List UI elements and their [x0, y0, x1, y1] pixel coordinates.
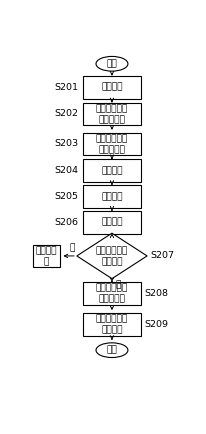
Text: S206: S206	[54, 218, 78, 227]
Text: 否: 否	[70, 243, 75, 252]
Text: 数据匹配: 数据匹配	[101, 192, 123, 201]
FancyBboxPatch shape	[83, 211, 141, 233]
Text: 绘制跑道土基
强度分布图: 绘制跑道土基 强度分布图	[96, 283, 128, 303]
Text: S208: S208	[144, 289, 168, 298]
Text: 向用户报
警: 向用户报 警	[36, 246, 57, 266]
FancyBboxPatch shape	[83, 185, 141, 208]
Text: 判断土基强度
是否安全: 判断土基强度 是否安全	[96, 246, 128, 266]
FancyBboxPatch shape	[83, 313, 141, 336]
FancyBboxPatch shape	[33, 245, 61, 267]
Text: 是: 是	[115, 280, 121, 289]
Text: 开始: 开始	[107, 59, 117, 68]
Text: S204: S204	[54, 166, 78, 175]
Text: S207: S207	[150, 251, 174, 260]
FancyBboxPatch shape	[83, 76, 141, 99]
Text: 系统启动: 系统启动	[101, 82, 123, 92]
Text: S202: S202	[54, 109, 78, 118]
Text: S201: S201	[54, 82, 78, 92]
Text: 数据分析: 数据分析	[101, 218, 123, 227]
Text: 结束: 结束	[107, 345, 117, 355]
Text: S203: S203	[54, 139, 78, 148]
Ellipse shape	[96, 343, 128, 358]
Text: S209: S209	[144, 320, 168, 329]
Text: 绘制土基强度
变化曲线: 绘制土基强度 变化曲线	[96, 314, 128, 335]
Polygon shape	[77, 233, 147, 279]
Text: 土基温度和位
移数据采集: 土基温度和位 移数据采集	[96, 104, 128, 124]
FancyBboxPatch shape	[83, 102, 141, 125]
FancyBboxPatch shape	[83, 282, 141, 305]
Ellipse shape	[96, 56, 128, 71]
Text: S205: S205	[54, 192, 78, 201]
Text: 数据获取: 数据获取	[101, 166, 123, 175]
Text: 土基温度和位
移数据收集: 土基温度和位 移数据收集	[96, 134, 128, 154]
FancyBboxPatch shape	[83, 133, 141, 155]
FancyBboxPatch shape	[83, 159, 141, 182]
